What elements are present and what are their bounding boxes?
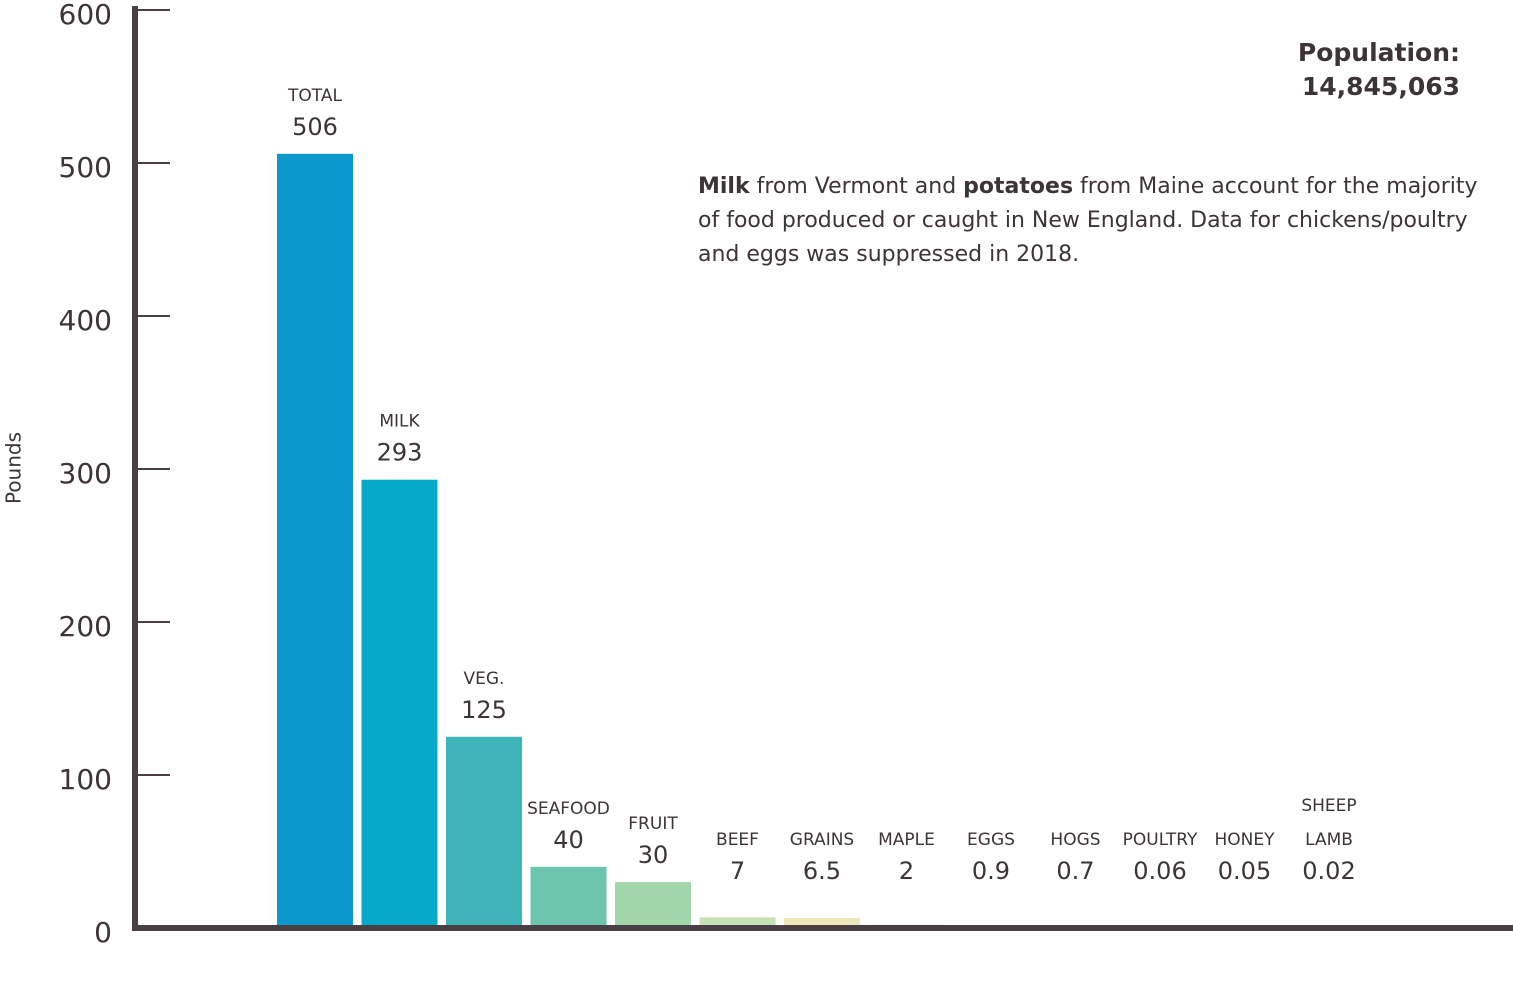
y-tick-label: 300 [59,457,112,490]
population-label: Population: [1297,38,1460,67]
bar [530,866,607,928]
note-bold: Milk [698,174,750,199]
category-label: HONEY [1214,830,1275,850]
y-axis-label: Pounds [2,432,26,504]
value-label: 0.06 [1133,857,1186,885]
y-tick-label: 200 [59,610,112,643]
bar [446,736,522,928]
bar [277,153,353,928]
y-tick-label: 600 [59,0,112,31]
category-label: MAPLE [878,830,935,850]
value-label: 0.9 [972,857,1010,885]
category-label: POULTRY [1123,830,1198,850]
value-label: 0.02 [1302,857,1355,885]
value-label: 6.5 [803,857,841,885]
y-tick-label: 100 [59,763,112,796]
category-label: FRUIT [628,814,678,834]
category-label: EGGS [967,830,1015,850]
category-label: BEEF [716,830,759,850]
bar [615,882,691,928]
category-label-line: LAMB [1305,830,1353,850]
y-tick-label: 400 [59,304,112,337]
note: Milk from Vermont and potatoes from Main… [698,170,1503,272]
value-label: 2 [899,857,914,885]
y-tick-label: 0 [94,916,112,949]
category-label: HOGS [1050,830,1100,850]
category-label: TOTAL [287,86,342,106]
value-label: 506 [292,113,338,141]
category-label-line: SHEEP [1301,796,1356,816]
value-label: 7 [730,857,745,885]
value-label: 0.05 [1218,857,1271,885]
category-label: GRAINS [790,830,854,850]
bar [361,479,438,928]
value-label: 0.7 [1056,857,1094,885]
category-label: SEAFOOD [527,799,610,819]
population: Population: 14,845,063 [1298,36,1460,104]
category-label: SHEEP LAMB [1301,796,1356,850]
bar [699,917,776,928]
population-value: 14,845,063 [1301,72,1460,101]
note-text: from Vermont and [749,174,964,199]
value-label: 40 [553,826,584,854]
value-label: 30 [638,841,669,869]
value-label: 125 [461,696,507,724]
note-text: from Maine account for the majority of f… [698,174,1478,267]
category-label: MILK [379,412,420,432]
category-label: VEG. [464,669,505,689]
note-bold: potatoes [963,174,1074,199]
bar [784,918,860,928]
y-tick-label: 500 [59,151,112,184]
value-label: 293 [377,439,423,467]
